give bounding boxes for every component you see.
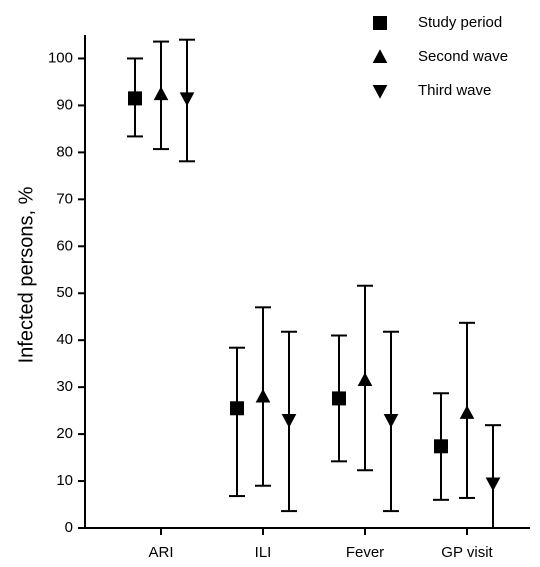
y-tick-label: 50 [56,284,73,301]
y-tick-label: 10 [56,472,73,489]
y-tick-label: 70 [56,190,73,207]
legend-marker [372,49,388,63]
legend-marker [373,16,387,30]
marker [383,414,399,428]
legend-label: Third wave [418,82,491,99]
y-tick-label: 90 [56,96,73,113]
marker [179,92,195,107]
marker [459,405,475,419]
y-tick-label: 100 [48,49,73,66]
marker [332,391,346,406]
marker [357,372,373,387]
x-tick-label: ILI [255,544,272,561]
y-tick-label: 40 [56,331,73,348]
marker [485,477,501,492]
y-tick-label: 30 [56,378,73,395]
y-tick-label: 20 [56,425,73,442]
y-tick-label: 0 [65,519,73,536]
marker [255,388,271,403]
x-tick-label: ARI [148,544,173,561]
y-tick-label: 80 [56,143,73,160]
y-axis-label: Infected persons, % [15,186,37,363]
legend-label: Study period [418,14,502,31]
marker [230,401,244,416]
y-tick-label: 60 [56,237,73,254]
marker [153,86,169,101]
x-tick-label: GP visit [441,544,493,561]
legend-marker [372,85,388,99]
x-tick-label: Fever [346,544,384,561]
marker [128,91,142,106]
legend-label: Second wave [418,48,508,65]
marker [281,414,297,428]
marker [434,439,448,454]
